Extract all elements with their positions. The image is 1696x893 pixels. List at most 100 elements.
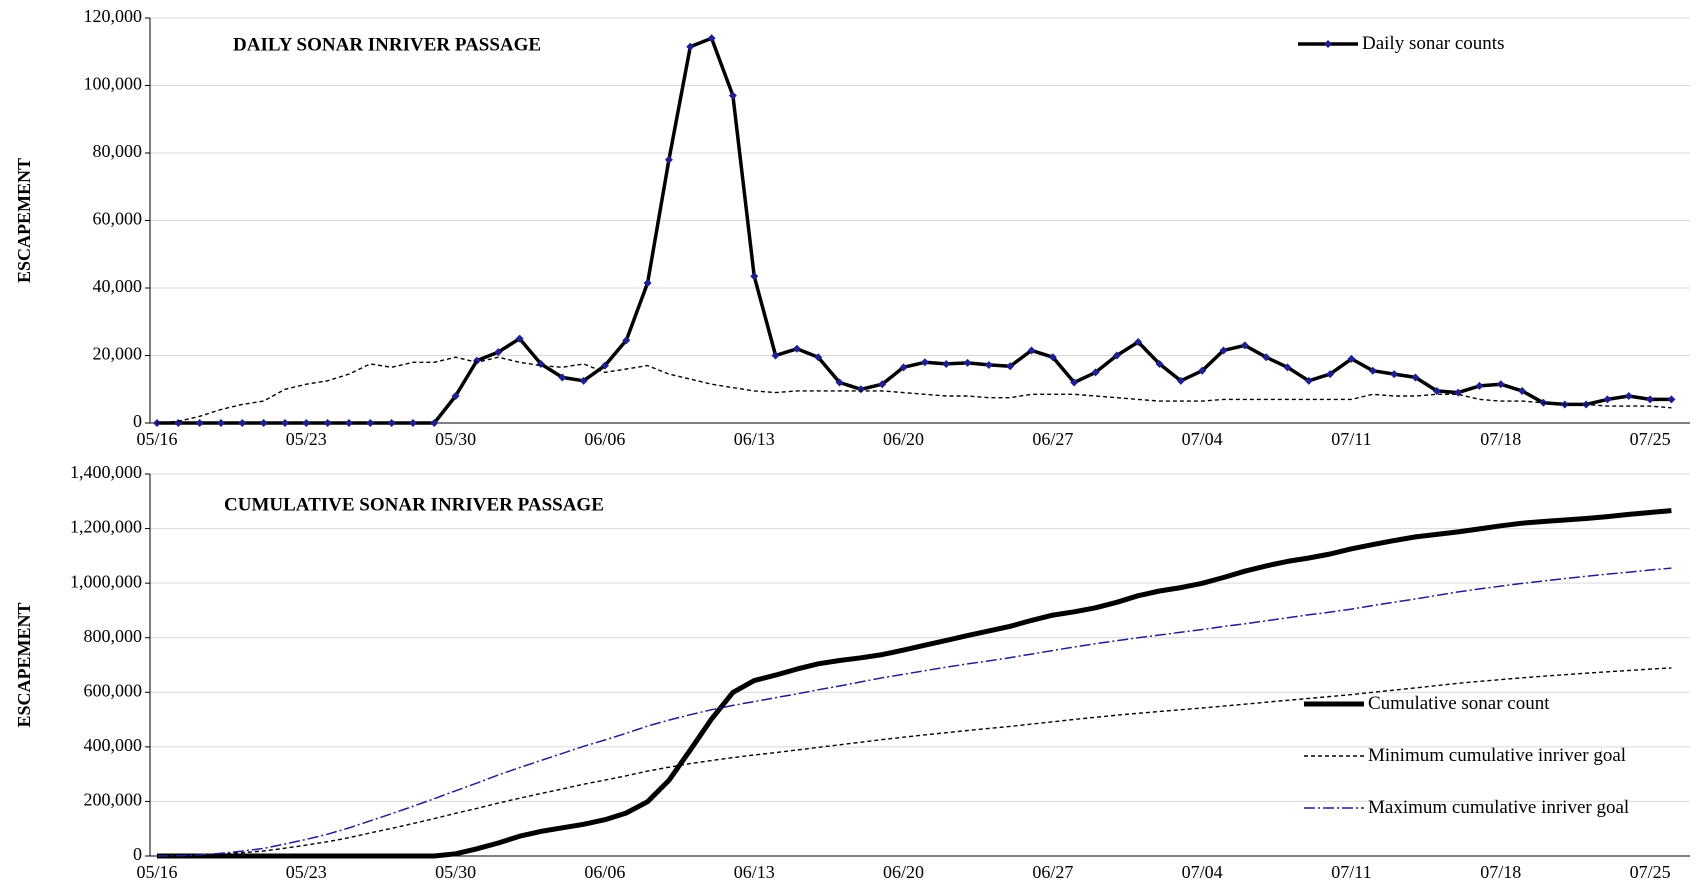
chart-title: CUMULATIVE SONAR INRIVER PASSAGE	[224, 494, 604, 515]
series-line	[156, 667, 1672, 857]
point-marker	[259, 419, 268, 427]
point-marker	[1411, 373, 1420, 382]
chart-title: DAILY SONAR INRIVER PASSAGE	[233, 34, 541, 55]
x-tick-label: 07/04	[1182, 429, 1223, 449]
point-marker	[430, 419, 439, 427]
point-marker	[686, 42, 695, 51]
x-tick-label: 07/11	[1331, 862, 1371, 882]
y-tick-label: 600,000	[84, 680, 143, 700]
series-line	[156, 356, 1672, 424]
point-marker	[195, 419, 204, 427]
x-tick-label: 06/13	[734, 862, 775, 882]
x-tick-label: 07/25	[1630, 429, 1671, 449]
point-marker	[1603, 395, 1612, 404]
y-tick-label: 0	[133, 844, 142, 864]
y-tick-label: 40,000	[93, 276, 143, 296]
legend-label: Minimum cumulative inriver goal	[1368, 745, 1627, 766]
legend-label: Maximum cumulative inriver goal	[1368, 797, 1630, 818]
y-tick-label: 200,000	[84, 790, 143, 810]
point-marker	[323, 419, 332, 427]
point-marker	[878, 380, 887, 389]
y-tick-label: 1,400,000	[70, 462, 142, 482]
x-tick-label: 05/23	[286, 862, 327, 882]
point-marker	[1048, 353, 1057, 362]
point-marker	[1667, 395, 1676, 404]
x-tick-label: 06/06	[584, 429, 625, 449]
x-tick-label: 07/18	[1480, 429, 1521, 449]
series-line	[157, 36, 1672, 425]
point-marker	[1326, 370, 1335, 379]
y-tick-label: 1,000,000	[70, 571, 142, 591]
point-marker	[366, 419, 375, 427]
point-marker	[558, 373, 567, 382]
point-marker	[984, 360, 993, 369]
point-marker	[707, 34, 716, 43]
series-line	[157, 508, 1672, 859]
x-tick-label: 06/27	[1032, 862, 1073, 882]
y-tick-label: 800,000	[84, 626, 143, 646]
legend-marker	[1324, 40, 1332, 48]
legend-item: Daily sonar counts	[1362, 33, 1505, 54]
x-tick-label: 06/13	[734, 429, 775, 449]
y-tick-label: 1,200,000	[70, 517, 142, 537]
legend-item: Cumulative sonar count	[1368, 693, 1550, 714]
point-marker	[963, 358, 972, 367]
series-line	[156, 567, 1672, 857]
point-marker	[344, 419, 353, 427]
point-marker	[1347, 354, 1356, 363]
point-marker	[1475, 381, 1484, 390]
x-tick-label: 06/27	[1032, 429, 1073, 449]
point-marker	[643, 278, 652, 287]
x-tick-label: 05/16	[136, 429, 177, 449]
point-marker	[835, 378, 844, 387]
point-marker	[1219, 346, 1228, 355]
y-tick-label: 0	[133, 411, 142, 431]
x-tick-label: 07/25	[1630, 862, 1671, 882]
point-marker	[280, 419, 289, 427]
y-tick-label: 80,000	[93, 141, 143, 161]
point-marker	[1262, 353, 1271, 362]
legend-label: Daily sonar counts	[1362, 33, 1505, 54]
y-tick-label: 400,000	[84, 735, 143, 755]
point-marker	[899, 363, 908, 372]
y-tick-label: 120,000	[84, 6, 143, 26]
point-marker	[1176, 376, 1185, 385]
y-tick-label: 100,000	[84, 74, 143, 94]
x-tick-label: 07/11	[1331, 429, 1371, 449]
point-marker	[302, 419, 311, 427]
x-tick-label: 06/20	[883, 429, 924, 449]
point-marker	[579, 376, 588, 385]
point-marker	[1283, 363, 1292, 372]
point-marker	[1496, 380, 1505, 389]
point-marker	[1624, 392, 1633, 400]
point-marker	[238, 419, 247, 427]
y-axis-label: ESCAPEMENT	[14, 602, 34, 727]
point-marker	[1390, 370, 1399, 379]
point-marker	[387, 419, 396, 427]
point-marker	[1112, 351, 1121, 360]
point-marker	[1432, 386, 1441, 395]
point-marker	[622, 336, 631, 345]
point-marker	[728, 91, 737, 100]
point-marker	[920, 358, 929, 367]
y-tick-label: 60,000	[93, 209, 143, 229]
point-marker	[1091, 368, 1100, 377]
point-marker	[750, 272, 759, 281]
point-marker	[1155, 359, 1164, 368]
x-tick-label: 07/04	[1182, 862, 1223, 882]
point-marker	[856, 385, 865, 394]
legend-item: Maximum cumulative inriver goal	[1368, 797, 1630, 818]
point-marker	[472, 356, 481, 365]
point-marker	[494, 348, 503, 357]
point-marker	[1006, 362, 1015, 371]
point-marker	[942, 359, 951, 368]
x-tick-label: 05/30	[435, 862, 476, 882]
y-axis-label: ESCAPEMENT	[14, 158, 34, 283]
point-marker	[515, 334, 524, 343]
point-marker	[1646, 395, 1655, 404]
point-marker	[1240, 341, 1249, 350]
point-marker	[216, 419, 225, 427]
point-marker	[1070, 378, 1079, 387]
y-tick-label: 20,000	[93, 344, 143, 364]
point-marker	[1518, 386, 1527, 395]
